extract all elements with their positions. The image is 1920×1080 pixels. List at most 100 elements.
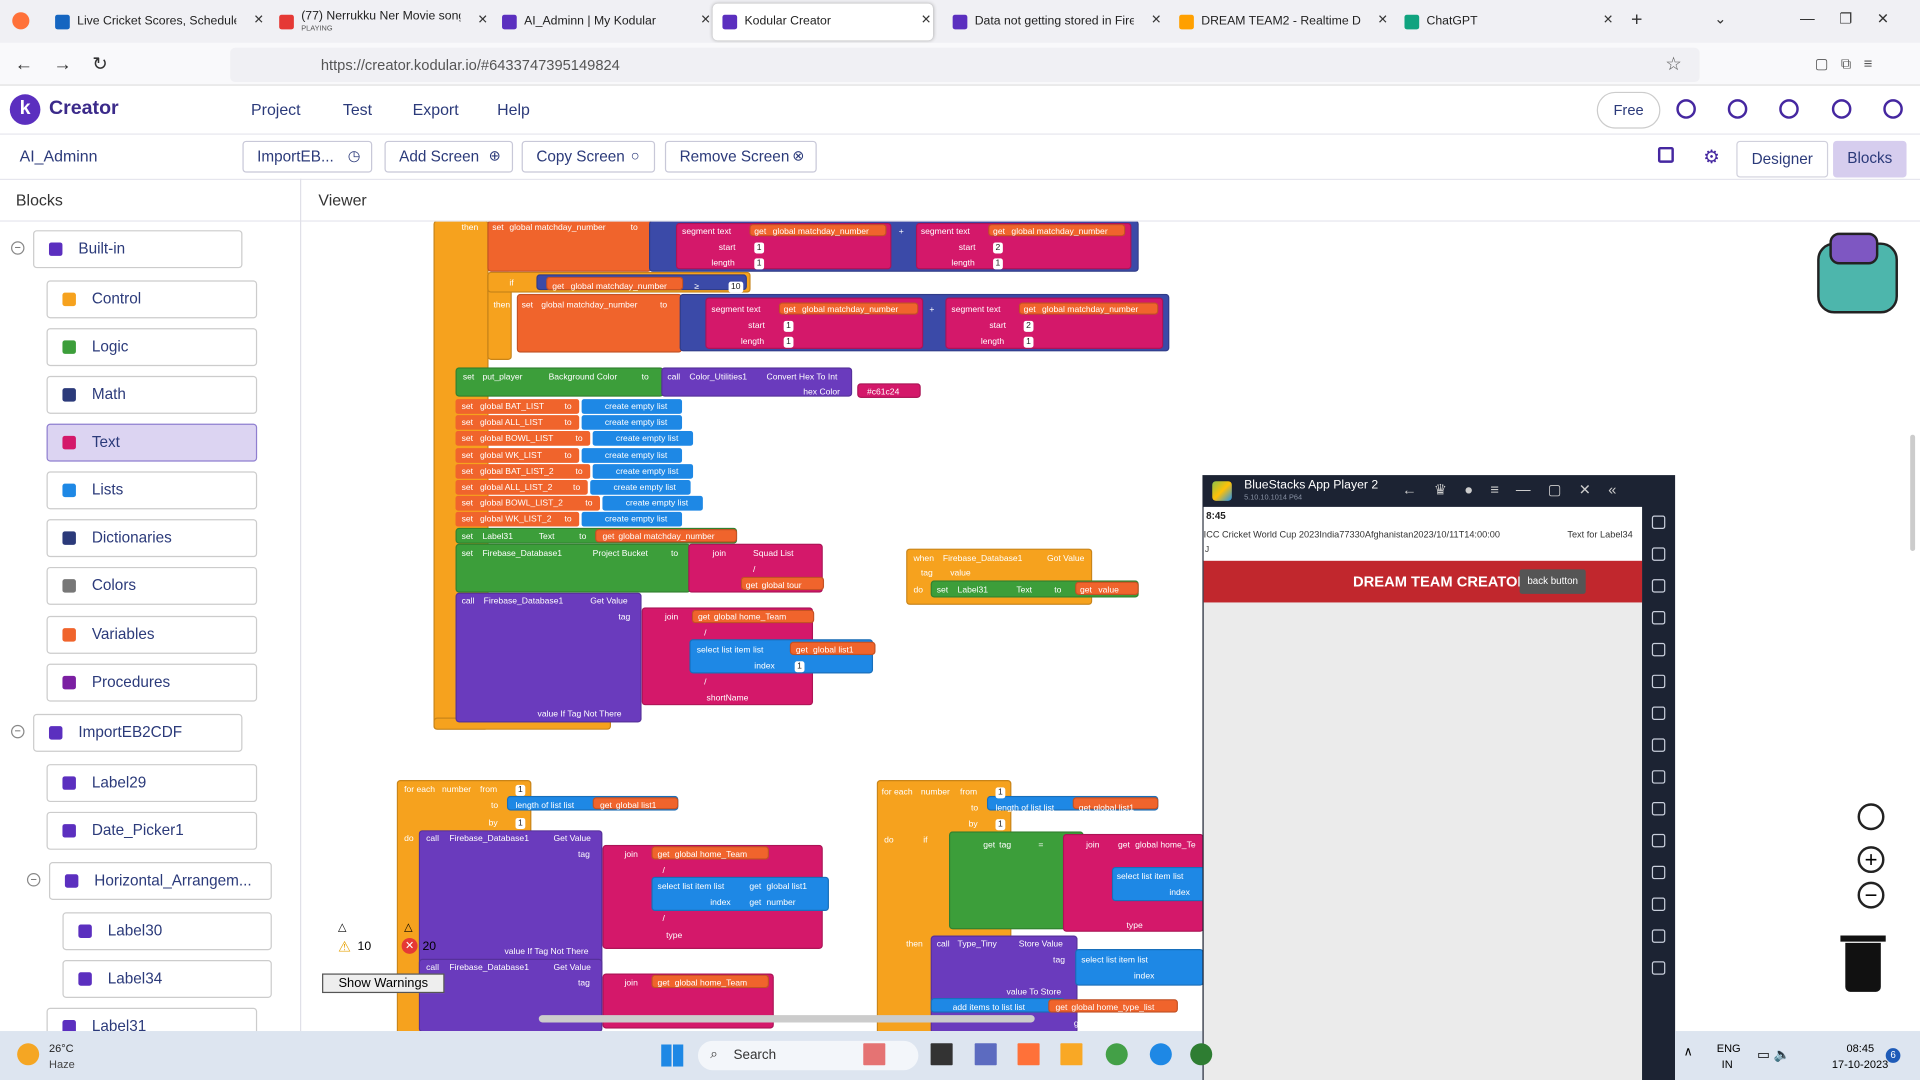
screen-button[interactable] bbox=[521, 140, 656, 173]
sidebar-item[interactable]: Procedures bbox=[46, 663, 258, 702]
back-button[interactable]: back button bbox=[1519, 569, 1586, 594]
trash[interactable] bbox=[1845, 942, 1881, 992]
emulator-tool[interactable] bbox=[1651, 802, 1666, 816]
emulator-tool[interactable] bbox=[1651, 897, 1666, 912]
emulator-tool[interactable] bbox=[1651, 674, 1666, 689]
window-controls[interactable]: — ❐ ✕ bbox=[1800, 9, 1890, 27]
taskbar-app[interactable] bbox=[1190, 1043, 1213, 1066]
sidebar-item[interactable]: Built-in bbox=[33, 230, 243, 269]
v-scrollbar[interactable] bbox=[1910, 434, 1916, 552]
sidebar-item[interactable]: Control bbox=[46, 280, 258, 319]
nav-buttons[interactable]: ← → ↻ bbox=[14, 53, 108, 75]
screen-button[interactable] bbox=[242, 140, 373, 173]
block[interactable] bbox=[581, 512, 683, 528]
block[interactable] bbox=[546, 276, 684, 291]
weather-icon[interactable] bbox=[17, 1043, 40, 1066]
brand[interactable]: Creator bbox=[48, 97, 119, 119]
firefox-menu[interactable] bbox=[12, 12, 30, 30]
emulator-tool[interactable] bbox=[1651, 642, 1666, 657]
block[interactable] bbox=[455, 480, 588, 495]
block[interactable] bbox=[455, 367, 664, 397]
block[interactable] bbox=[789, 641, 876, 656]
sidebar-item[interactable]: Label29 bbox=[46, 764, 258, 803]
header-icon[interactable] bbox=[1883, 99, 1903, 119]
emulator-tool[interactable] bbox=[1651, 833, 1666, 848]
settings-icon[interactable]: ⚙ bbox=[1703, 146, 1720, 168]
screen-button[interactable] bbox=[664, 140, 817, 173]
sidebar-item[interactable]: Label34 bbox=[62, 960, 272, 998]
tab-close[interactable]: ✕ bbox=[477, 13, 488, 27]
block[interactable] bbox=[455, 512, 580, 528]
menu-item[interactable]: Project bbox=[251, 100, 301, 119]
screen-button[interactable] bbox=[384, 140, 514, 173]
emulator-tool[interactable] bbox=[1651, 579, 1666, 593]
block[interactable] bbox=[595, 528, 738, 543]
emulator-tool[interactable] bbox=[1651, 770, 1666, 784]
block[interactable] bbox=[602, 496, 703, 511]
warning-nav[interactable]: △ bbox=[337, 920, 347, 934]
menu-item[interactable]: Help bbox=[497, 100, 530, 119]
bookmark-star[interactable]: ☆ bbox=[1665, 53, 1682, 75]
block[interactable] bbox=[857, 383, 921, 398]
block[interactable] bbox=[1075, 581, 1139, 596]
tab-list[interactable]: ⌄ bbox=[1714, 9, 1727, 27]
block[interactable] bbox=[1072, 797, 1159, 810]
header-icon[interactable] bbox=[1676, 99, 1696, 119]
designer-button[interactable]: Designer bbox=[1736, 140, 1829, 178]
block[interactable] bbox=[455, 399, 580, 414]
tab-close[interactable]: ✕ bbox=[1151, 13, 1162, 27]
emulator-tool[interactable] bbox=[1651, 515, 1666, 529]
header-icon[interactable] bbox=[1779, 99, 1799, 119]
taskbar-app[interactable] bbox=[1017, 1043, 1040, 1066]
tray-icons[interactable]: ▭ 🔈 bbox=[1757, 1048, 1791, 1063]
menu-item[interactable]: Test bbox=[342, 100, 373, 119]
taskbar-app[interactable] bbox=[930, 1043, 953, 1066]
h-scrollbar[interactable] bbox=[538, 1015, 1035, 1023]
collapse-toggle[interactable]: − bbox=[11, 241, 25, 255]
plan-button[interactable]: Free bbox=[1596, 91, 1661, 129]
sidebar-item[interactable]: Horizontal_Arrangem... bbox=[48, 862, 272, 901]
sidebar-item[interactable]: Dictionaries bbox=[46, 519, 258, 558]
block[interactable] bbox=[487, 221, 652, 272]
block[interactable] bbox=[592, 431, 694, 447]
block[interactable] bbox=[455, 463, 591, 479]
block[interactable] bbox=[581, 415, 683, 431]
emulator-tool[interactable] bbox=[1651, 706, 1666, 721]
collapse-toggle[interactable]: − bbox=[26, 873, 41, 887]
tab-close[interactable]: ✕ bbox=[920, 13, 932, 27]
block[interactable] bbox=[948, 831, 1084, 930]
block[interactable] bbox=[581, 399, 683, 414]
block[interactable] bbox=[455, 543, 691, 593]
emulator-tool[interactable] bbox=[1651, 865, 1666, 880]
sidebar-item[interactable]: Label30 bbox=[62, 912, 272, 951]
taskbar-app[interactable] bbox=[1105, 1043, 1128, 1066]
error-nav[interactable]: △ bbox=[404, 920, 413, 934]
block[interactable] bbox=[691, 609, 815, 624]
taskbar-app[interactable] bbox=[1149, 1043, 1172, 1066]
emulator-tool[interactable] bbox=[1651, 547, 1666, 561]
block[interactable] bbox=[455, 592, 642, 723]
block[interactable] bbox=[592, 463, 694, 479]
sidebar-item[interactable]: Logic bbox=[46, 328, 258, 367]
block[interactable] bbox=[749, 224, 887, 237]
block[interactable] bbox=[651, 846, 769, 860]
sidebar-item[interactable]: Variables bbox=[46, 615, 258, 654]
sidebar-item[interactable]: Math bbox=[46, 375, 258, 414]
block[interactable] bbox=[1111, 866, 1210, 902]
header-icon[interactable] bbox=[1727, 99, 1748, 119]
block[interactable] bbox=[740, 576, 825, 591]
emulator-tool[interactable] bbox=[1651, 929, 1666, 943]
block[interactable] bbox=[1018, 302, 1159, 315]
emulator-controls[interactable]: ←♛●≡—▢✕« bbox=[1402, 481, 1634, 499]
block[interactable] bbox=[651, 876, 829, 912]
sidebar-item[interactable]: Date_Picker1 bbox=[46, 811, 258, 850]
taskbar-app[interactable] bbox=[863, 1043, 886, 1066]
new-tab[interactable]: + bbox=[1631, 9, 1643, 31]
show-warnings[interactable]: Show Warnings bbox=[322, 973, 445, 994]
block[interactable] bbox=[455, 415, 580, 431]
block[interactable] bbox=[661, 367, 853, 397]
block[interactable] bbox=[592, 797, 679, 810]
block[interactable] bbox=[455, 447, 580, 463]
zoom-out[interactable]: − bbox=[1857, 881, 1885, 909]
tab[interactable] bbox=[712, 3, 934, 41]
